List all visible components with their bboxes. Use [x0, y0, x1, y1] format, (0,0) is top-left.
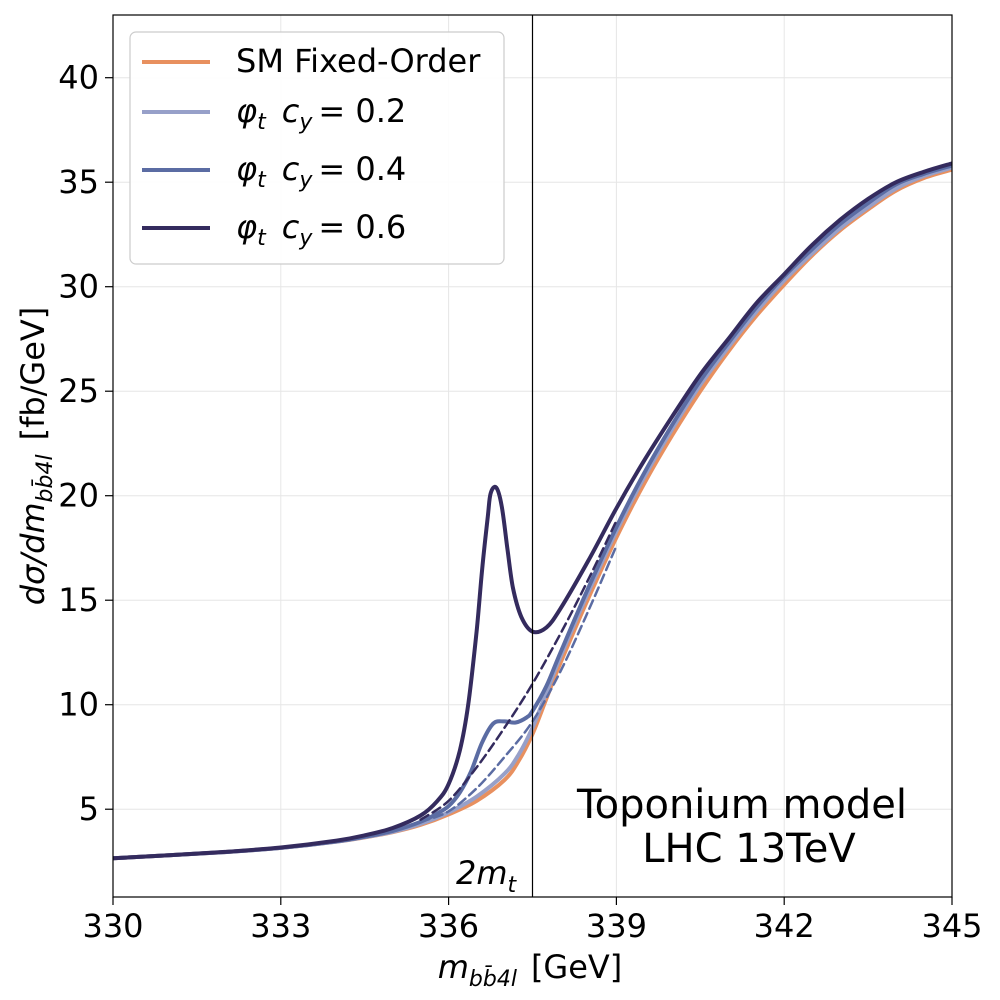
legend-cy: c — [282, 208, 300, 246]
legend-label-sm: SM Fixed-Order — [236, 42, 481, 80]
legend-cy: c — [282, 150, 300, 188]
legend-cy-sub: y — [298, 110, 313, 135]
series-line-3 — [419, 544, 618, 824]
y-axis-label: dσ/dmbb̄4l [fb/GeV] — [14, 307, 58, 606]
y-tick-label: 25 — [58, 372, 99, 410]
legend-phi-sub: t — [257, 168, 267, 193]
x-axis-ticks: 330 333 336 339 342 345 — [82, 897, 983, 945]
y-tick-label: 15 — [58, 581, 99, 619]
y-axis-label-unit: [fb/GeV] — [14, 307, 52, 441]
plot-frame — [112, 14, 953, 898]
legend-phi-sub: t — [257, 110, 267, 135]
y-tick-label: 35 — [58, 163, 99, 201]
x-tick-label: 339 — [586, 907, 647, 945]
legend-cy-value: = 0.4 — [318, 150, 406, 188]
x-axis-label: mbb̄4l [GeV] — [438, 948, 623, 992]
x-tick-label: 330 — [82, 907, 143, 945]
legend-box — [129, 31, 505, 265]
legend-label-cy02: φt cy = 0.2 — [236, 92, 406, 135]
y-tick-label: 40 — [58, 59, 99, 97]
x-tick-label: 342 — [754, 907, 815, 945]
y-tick-label: 10 — [58, 686, 99, 724]
legend-cy-sub: y — [298, 226, 313, 251]
y-tick-label: 5 — [79, 790, 99, 828]
two-mt-label-main: 2m — [456, 854, 508, 892]
y-axis-ticks: 5 10 15 20 25 30 35 40 — [58, 59, 113, 828]
annotation-line1: Toponium model — [576, 782, 907, 828]
legend-phi: φ — [236, 150, 257, 188]
annotation-line2: LHC 13TeV — [642, 826, 856, 872]
legend-phi: φ — [236, 92, 257, 130]
legend-label-cy06: φt cy = 0.6 — [236, 208, 406, 251]
x-axis-label-subscript: bb̄4l — [469, 966, 517, 992]
legend: SM Fixed-Order φt cy = 0.2 φt cy = 0.4 φt cy =… — [129, 31, 505, 265]
x-tick-label: 336 — [418, 907, 479, 945]
legend-label-cy04: φt cy = 0.4 — [236, 150, 406, 193]
legend-cy-value: = 0.2 — [318, 92, 406, 130]
y-axis-label-subscript: bb̄4l — [32, 454, 58, 502]
x-tick-label: 333 — [250, 907, 311, 945]
x-axis-label-unit: [GeV] — [531, 948, 622, 986]
series-line-4 — [113, 161, 952, 861]
y-axis-label-symbol: dσ/dm — [14, 502, 52, 605]
series-layer — [113, 161, 952, 861]
y-tick-label: 30 — [58, 268, 99, 306]
two-mt-label: 2mt — [456, 854, 518, 898]
legend-phi: φ — [236, 208, 257, 246]
series-line-5 — [419, 519, 618, 821]
legend-phi-sub: t — [257, 226, 267, 251]
legend-cy: c — [282, 92, 300, 130]
legend-cy-value: = 0.6 — [318, 208, 406, 246]
legend-cy-sub: y — [298, 168, 313, 193]
x-tick-label: 345 — [921, 907, 982, 945]
two-mt-label-sub: t — [508, 873, 518, 898]
x-axis-label-symbol: m — [438, 948, 469, 986]
y-tick-label: 20 — [58, 477, 99, 515]
